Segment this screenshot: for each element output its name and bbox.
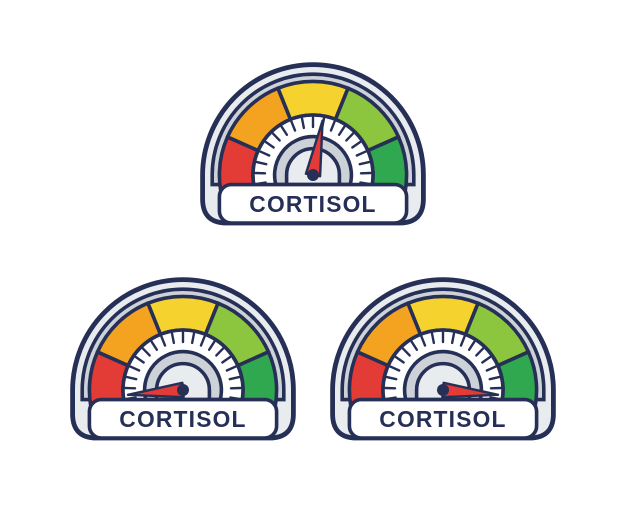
gauge-pin bbox=[177, 384, 189, 396]
g-right: CORTISOL bbox=[323, 270, 563, 479]
gauge-svg: CORTISOL bbox=[63, 270, 303, 474]
gauge-label: CORTISOL bbox=[249, 191, 376, 217]
gauge-pin bbox=[437, 384, 449, 396]
gauge-pin bbox=[307, 169, 319, 181]
g-top: CORTISOL bbox=[193, 55, 433, 264]
gauge-svg: CORTISOL bbox=[323, 270, 563, 474]
gauge-svg: CORTISOL bbox=[193, 55, 433, 259]
g-left: CORTISOL bbox=[63, 270, 303, 479]
gauge-label: CORTISOL bbox=[379, 406, 506, 432]
gauge-label: CORTISOL bbox=[119, 406, 246, 432]
gauge-infographic: CORTISOL CORTISOL CORTISOL bbox=[0, 0, 626, 524]
